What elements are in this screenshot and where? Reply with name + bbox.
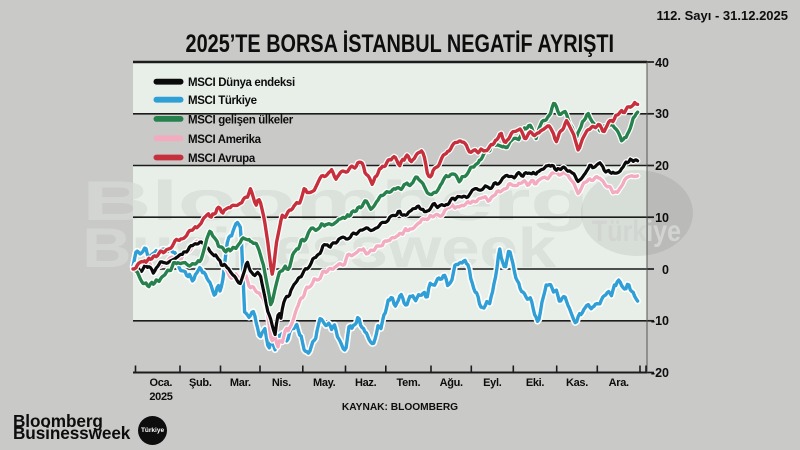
svg-text:MSCI Dünya endeksi: MSCI Dünya endeksi — [188, 77, 295, 89]
svg-text:MSCI gelişen ülkeler: MSCI gelişen ülkeler — [188, 114, 294, 126]
svg-text:MSCI Amerika: MSCI Amerika — [188, 134, 262, 146]
svg-text:Türkiye: Türkiye — [592, 215, 681, 248]
svg-text:MSCI Türkiye: MSCI Türkiye — [188, 95, 257, 107]
svg-text:MSCI Avrupa: MSCI Avrupa — [188, 153, 256, 165]
